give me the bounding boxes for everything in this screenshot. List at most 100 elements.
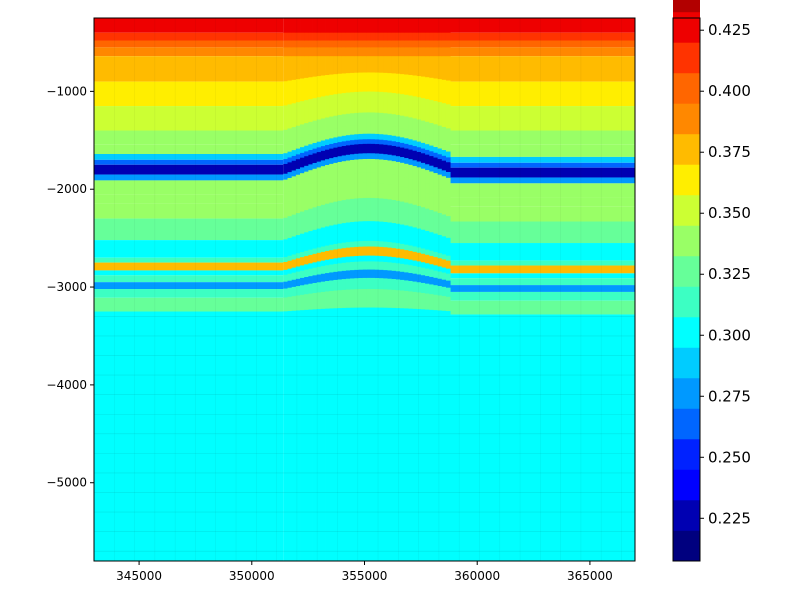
center-layer-cell: [320, 32, 326, 41]
center-layer-cell: [429, 294, 434, 311]
center-layer-cell: [316, 119, 322, 133]
center-layer-cell: [304, 145, 309, 152]
center-layer-cell: [404, 163, 409, 178]
center-layer-cell: [308, 47, 313, 57]
center-layer-cell: [425, 18, 430, 34]
center-layer-cell: [325, 117, 330, 131]
left-layer-cell: [94, 257, 284, 263]
center-layer-cell: [308, 150, 313, 156]
center-layer-cell: [358, 198, 363, 222]
center-layer-cell: [325, 47, 330, 57]
center-layer-cell: [316, 261, 322, 268]
center-layer-cell: [295, 148, 301, 155]
colorbar-swatch: [673, 316, 700, 348]
left-layer-cell: [94, 270, 284, 276]
center-layer-cell: [437, 266, 443, 272]
center-layer-cell: [362, 159, 368, 174]
center-layer-cell: [337, 47, 343, 57]
center-layer-cell: [395, 156, 401, 163]
center-layer-cell: [404, 143, 409, 149]
center-layer-cell: [441, 155, 447, 162]
center-layer-cell: [370, 47, 376, 57]
center-layer-cell: [391, 40, 397, 48]
center-layer-cell: [316, 32, 322, 41]
center-layer-cell: [445, 268, 451, 275]
center-layer-cell: [295, 47, 301, 57]
center-layer-cell: [329, 163, 334, 178]
center-layer-cell: [437, 18, 443, 34]
center-layer-cell: [350, 159, 355, 175]
center-layer-cell: [333, 18, 338, 34]
center-layer-cell: [433, 167, 439, 174]
colorbar-swatch: [673, 286, 700, 318]
center-layer-cell: [375, 91, 380, 114]
center-layer-cell: [400, 115, 405, 129]
center-layer-cell: [316, 266, 322, 275]
center-layer-cell: [312, 309, 318, 561]
center-layer-cell: [329, 56, 334, 75]
center-layer-cell: [420, 47, 426, 57]
center-layer-cell: [416, 132, 422, 143]
center-layer-cell: [433, 186, 439, 197]
center-layer-cell: [416, 205, 422, 229]
center-layer-cell: [383, 113, 389, 126]
center-layer-cell: [304, 277, 309, 285]
center-layer-cell: [329, 308, 334, 561]
center-layer-cell: [433, 257, 439, 266]
center-layer-cell: [350, 154, 355, 161]
center-layer-cell: [287, 157, 293, 163]
center-layer-cell: [325, 259, 330, 266]
center-layer-cell: [425, 193, 430, 209]
center-layer-cell: [400, 142, 405, 148]
center-layer-cell: [304, 165, 309, 173]
right-layer-cell: [450, 221, 635, 244]
center-layer-cell: [375, 246, 380, 257]
center-layer-cell: [358, 139, 363, 145]
center-layer-cell: [391, 155, 397, 162]
center-layer-cell: [383, 154, 389, 161]
center-layer-cell: [412, 75, 418, 97]
center-layer-cell: [391, 289, 397, 309]
center-layer-cell: [404, 272, 409, 281]
left-layer-cell: [94, 282, 284, 290]
center-layer-cell: [366, 172, 372, 183]
center-layer-cell: [366, 307, 372, 561]
center-layer-cell: [341, 242, 347, 249]
center-layer-cell: [445, 216, 451, 239]
center-layer-cell: [333, 186, 338, 203]
center-layer-cell: [300, 18, 305, 34]
center-layer-cell: [358, 56, 363, 73]
center-layer-cell: [395, 127, 401, 137]
center-layer-cell: [408, 164, 414, 179]
center-layer-cell: [404, 138, 409, 145]
center-layer-cell: [441, 214, 447, 237]
center-layer-cell: [387, 154, 393, 161]
center-layer-cell: [395, 142, 401, 148]
center-layer-cell: [308, 32, 313, 41]
center-layer-cell: [329, 177, 334, 188]
center-layer-cell: [341, 47, 347, 57]
center-layer-cell: [387, 40, 393, 48]
center-layer-cell: [304, 264, 309, 271]
center-layer-cell: [395, 257, 401, 264]
center-layer-cell: [379, 32, 384, 41]
center-layer-cell: [383, 56, 389, 74]
center-layer-cell: [375, 124, 380, 135]
center-layer-cell: [425, 144, 430, 151]
center-layer-cell: [354, 307, 359, 561]
right-layer-cell: [450, 206, 635, 222]
center-layer-cell: [433, 32, 439, 41]
y-axis: −1000 −2000 −3000 −4000 −5000: [46, 84, 94, 490]
center-layer-cell: [445, 260, 451, 270]
center-layer-cell: [437, 212, 443, 236]
center-layer-cell: [375, 255, 380, 262]
center-layer-cell: [383, 241, 389, 248]
center-layer-cell: [387, 145, 393, 156]
center-layer-cell: [291, 296, 297, 312]
center-layer-cell: [387, 270, 393, 280]
center-layer-cell: [320, 166, 326, 181]
center-layer-cell: [429, 156, 434, 167]
center-layer-cell: [433, 40, 439, 48]
center-layer-cell: [408, 47, 414, 57]
center-layer-cell: [429, 123, 434, 137]
